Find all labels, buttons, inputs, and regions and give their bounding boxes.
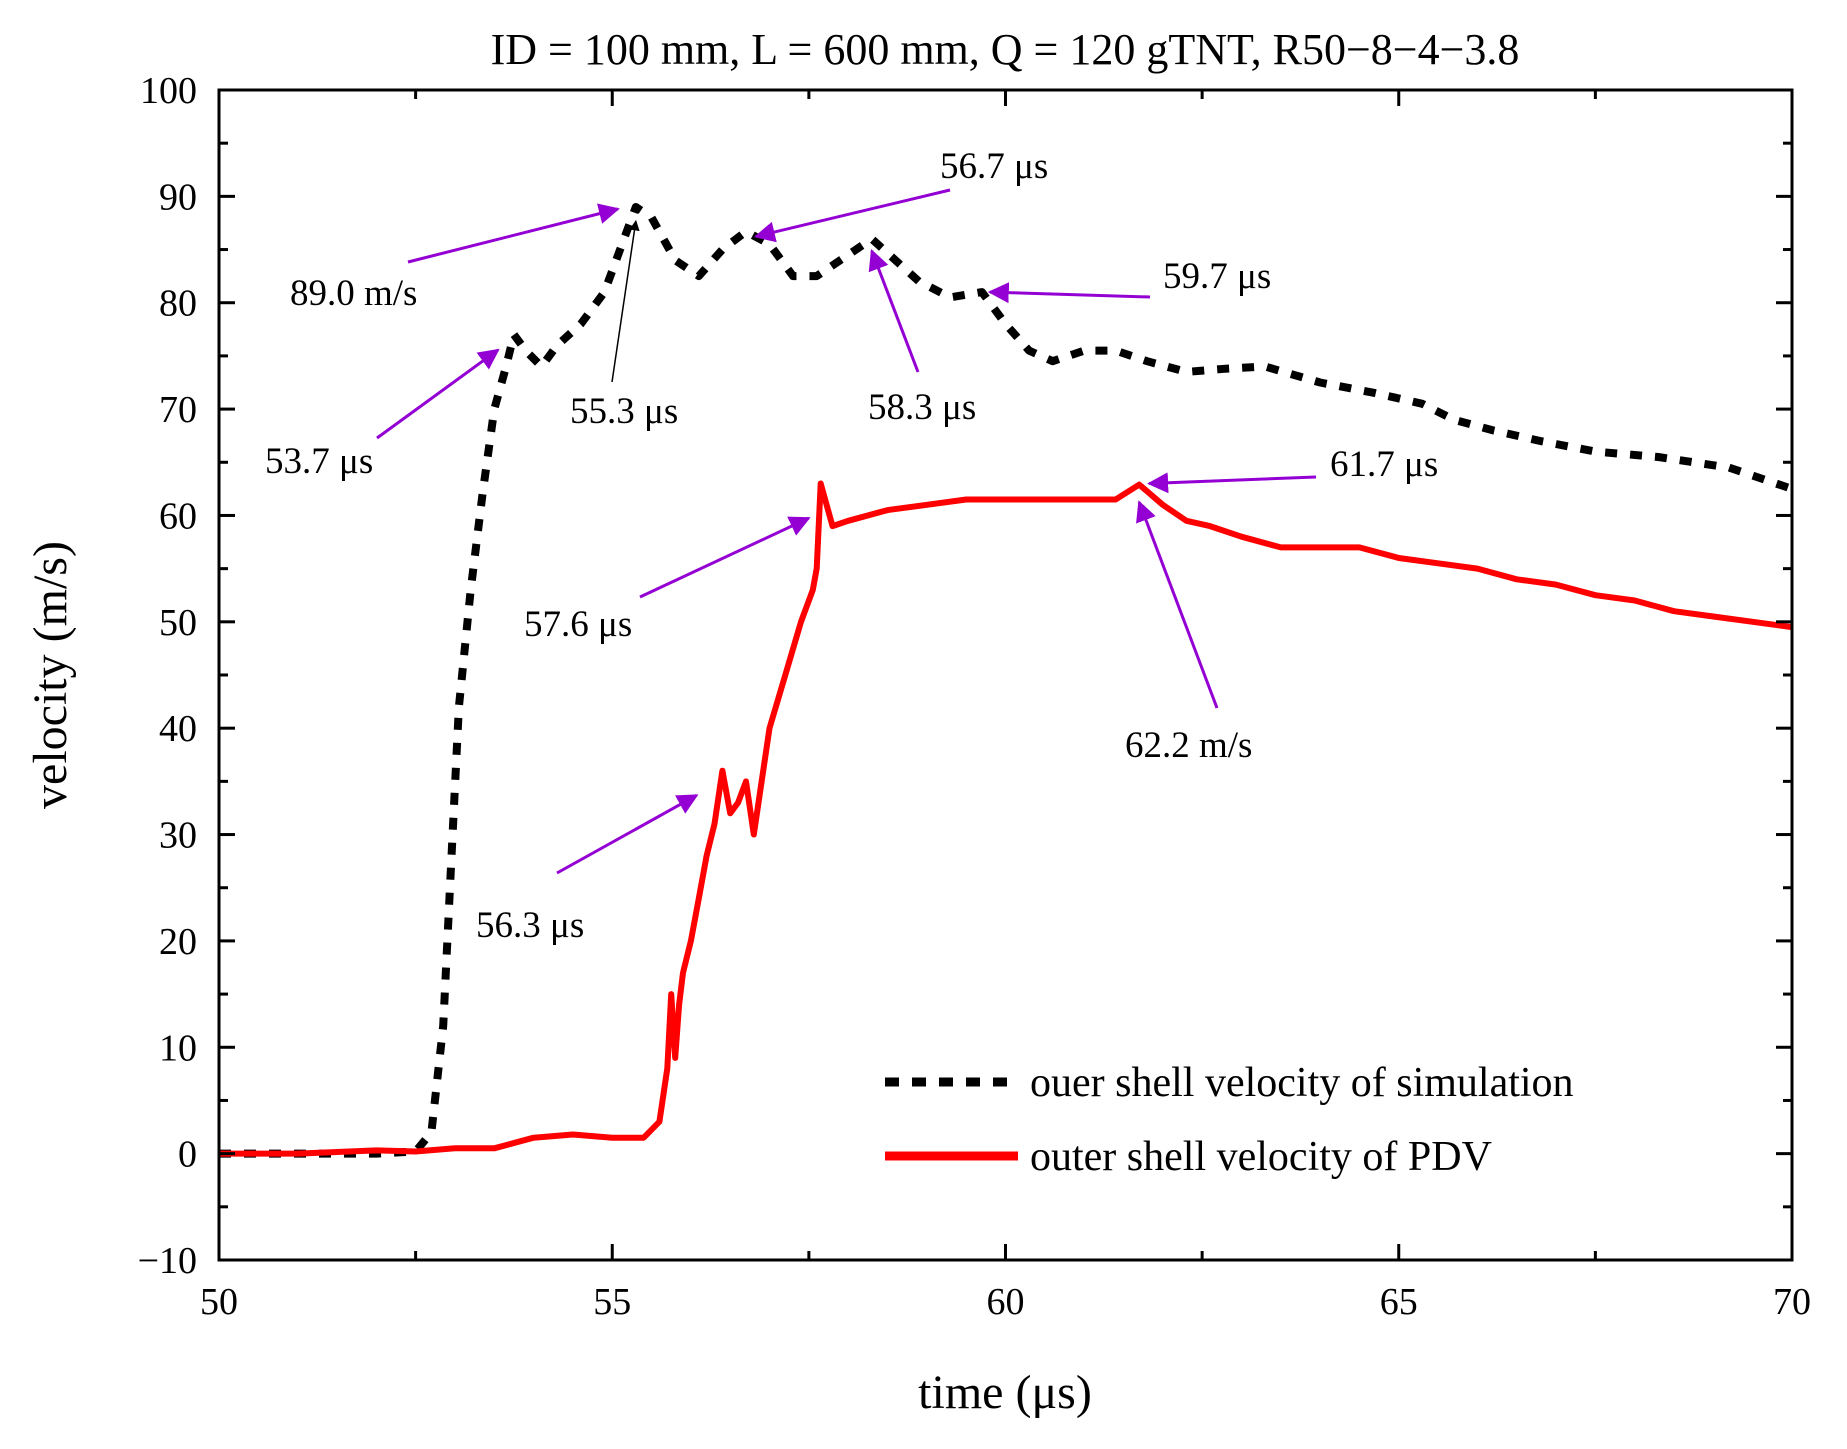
x-tick-label: 70: [1773, 1281, 1811, 1323]
x-tick-label: 60: [987, 1281, 1025, 1323]
x-tick-label: 50: [200, 1281, 238, 1323]
y-tick-label: 70: [159, 389, 197, 431]
annotation-arrow: [407, 203, 620, 264]
y-axis-label: velocity (m/s): [24, 541, 77, 809]
annotation-arrow: [556, 794, 699, 875]
annotation-arrow: [1136, 500, 1219, 709]
annotation-label: 56.3 μs: [476, 905, 584, 946]
y-tick-label: 60: [159, 495, 197, 537]
legend: ouer shell velocity of simulation outer …: [885, 1060, 1574, 1180]
y-tick-label: 80: [159, 283, 197, 325]
x-tick-label: 65: [1380, 1281, 1418, 1323]
legend-label-pdv: outer shell velocity of PDV: [1030, 1134, 1492, 1180]
tick-layer: 50 55 60 65 70 −10 0 10 20 30 40 50 60 70 80 90 100: [138, 70, 1811, 1323]
y-tick-label: 90: [159, 176, 197, 218]
chart-title: ID = 100 mm, L = 600 mm, Q = 120 gTNT, R…: [491, 25, 1520, 74]
simulation-velocity-line: [219, 203, 1792, 1158]
y-tick-label: 10: [159, 1027, 197, 1069]
y-tick-label: 30: [159, 815, 197, 857]
y-tick-label: 40: [159, 708, 197, 750]
x-tick-label: 55: [593, 1281, 631, 1323]
y-tick-label: 100: [140, 70, 197, 112]
annotation-label: 57.6 μs: [524, 604, 632, 645]
annotation-arrow: [639, 516, 811, 599]
y-tick-label: −10: [138, 1240, 197, 1282]
series-layer: [219, 203, 1792, 1158]
annotation-arrow: [376, 348, 500, 440]
annotation-arrow: [1147, 472, 1317, 494]
legend-label-simulation: ouer shell velocity of simulation: [1030, 1060, 1574, 1106]
y-tick-label: 50: [159, 602, 197, 644]
annotation-label: 53.7 μs: [265, 441, 373, 482]
x-axis-label: time (μs): [918, 1366, 1092, 1419]
annotation-label: 59.7 μs: [1163, 256, 1271, 297]
annotation-label: 89.0 m/s: [290, 273, 417, 314]
pdv-velocity-line: [219, 480, 1792, 1157]
annotation-arrow: [868, 248, 920, 373]
annotation-arrow: [611, 219, 640, 383]
annotation-arrow: [987, 282, 1151, 304]
annotation-label: 56.7 μs: [940, 146, 1048, 187]
annotation-label: 61.7 μs: [1330, 444, 1438, 485]
annotation-label: 58.3 μs: [868, 387, 976, 428]
y-tick-label: 0: [178, 1134, 197, 1176]
annotation-label: 62.2 m/s: [1125, 725, 1252, 766]
y-tick-label: 20: [159, 921, 197, 963]
annotation-label: 55.3 μs: [570, 391, 678, 432]
annotation-arrow: [753, 188, 951, 243]
annotation-layer: 89.0 m/s 56.7 μs 59.7 μs 53.7 μs 55.3 μs 58.3…: [265, 146, 1438, 946]
